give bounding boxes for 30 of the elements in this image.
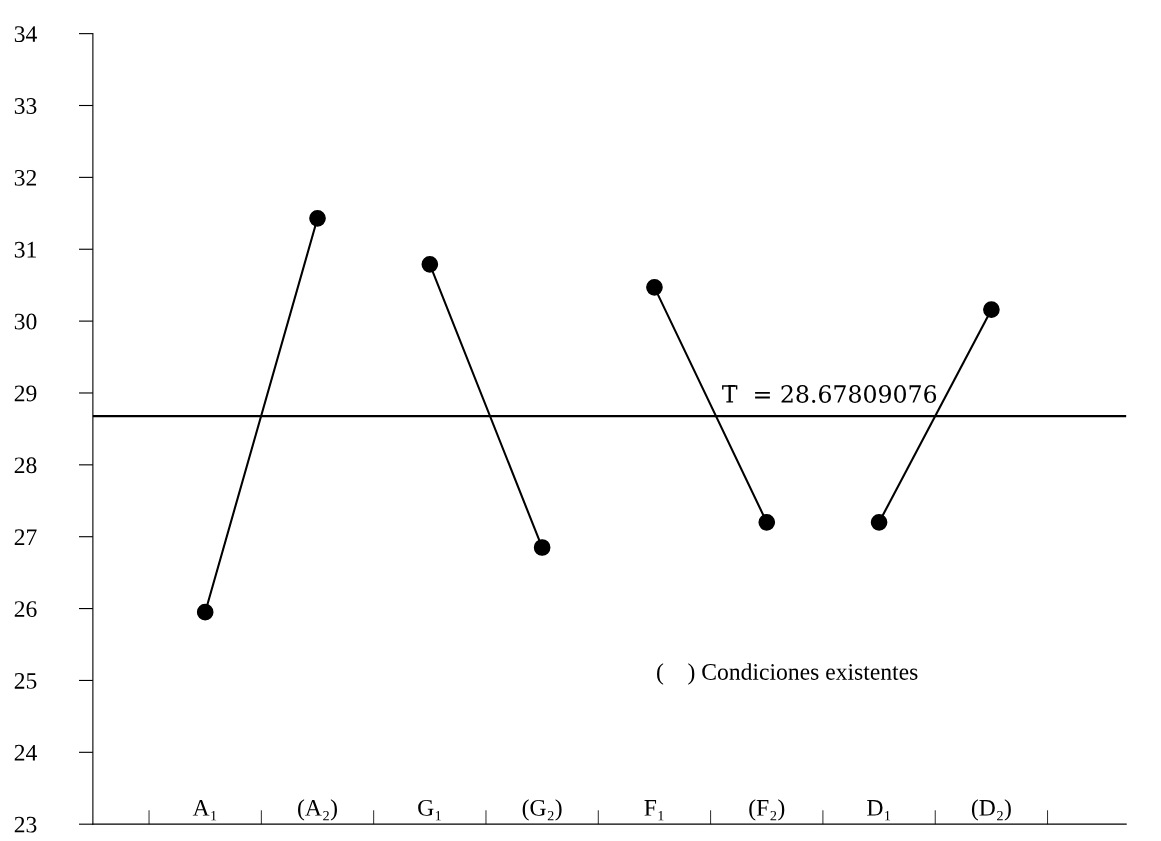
y-tick-label: 28	[14, 457, 37, 474]
y-tick-label: 24	[14, 744, 37, 761]
point	[646, 278, 663, 296]
y-tick-label: 33	[14, 98, 37, 114]
y-tick-label: 26	[14, 601, 37, 617]
y-tick-label: 32	[14, 169, 37, 186]
y-tick-label: 29	[14, 385, 37, 402]
point	[309, 210, 326, 227]
x-tick-label: (G₂)	[522, 799, 562, 821]
x-tick-label: (D₂)	[971, 799, 1011, 821]
point	[533, 539, 551, 556]
point	[983, 301, 1000, 318]
y-tick-label: 30	[14, 313, 37, 330]
x-tick-label: (A₂)	[298, 799, 337, 821]
x-tick-label: A₁	[192, 799, 217, 821]
annotation: ( ) Condiciones existentes	[657, 663, 918, 685]
x-tick-label: G₁	[418, 799, 441, 821]
point	[196, 603, 214, 621]
point	[758, 514, 776, 531]
ref-line-label: T̄ = 28.67809076	[722, 384, 937, 403]
y-tick-label: 27	[14, 529, 37, 545]
x-tick-label: (F₂)	[749, 799, 785, 821]
point	[421, 255, 439, 273]
y-tick-label: 23	[14, 816, 37, 833]
x-tick-label: D₁	[867, 800, 891, 821]
y-tick-label: 31	[14, 241, 36, 258]
point	[870, 514, 888, 531]
y-tick-label: 25	[14, 673, 37, 689]
y-tick-label: 34	[14, 26, 37, 43]
x-tick-label: F₁	[644, 800, 664, 821]
